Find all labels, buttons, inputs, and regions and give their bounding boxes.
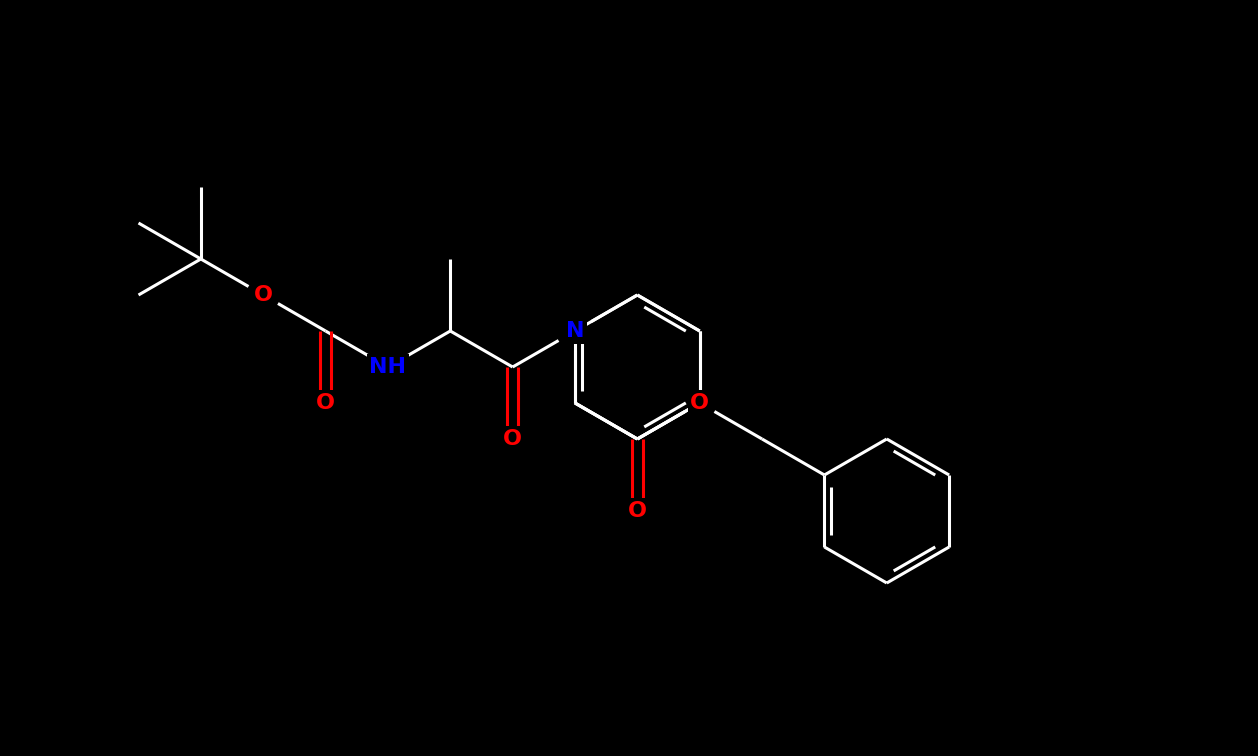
Text: NH: NH xyxy=(370,357,406,377)
Text: O: O xyxy=(254,285,273,305)
Text: O: O xyxy=(691,393,710,413)
Text: O: O xyxy=(628,501,647,521)
Text: O: O xyxy=(316,393,335,413)
Text: O: O xyxy=(503,429,522,449)
Text: N: N xyxy=(566,321,584,341)
